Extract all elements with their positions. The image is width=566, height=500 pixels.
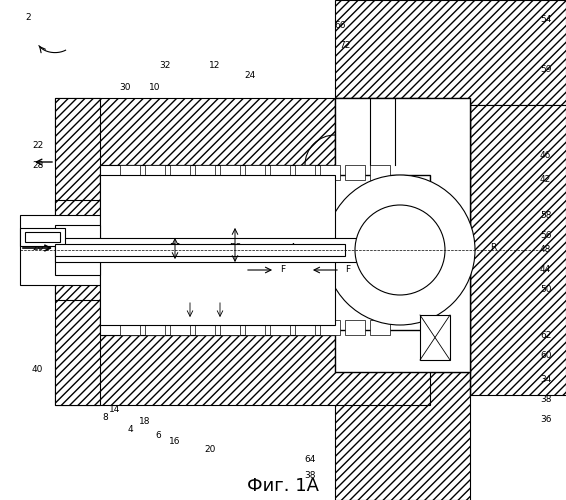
Text: 4: 4 bbox=[127, 426, 133, 434]
Text: 18: 18 bbox=[139, 418, 151, 426]
Text: 12: 12 bbox=[209, 60, 221, 70]
Bar bbox=[195, 320, 215, 335]
Text: 40: 40 bbox=[32, 366, 44, 374]
Bar bbox=[20, 228, 65, 246]
Bar bbox=[25, 232, 60, 242]
Polygon shape bbox=[55, 200, 100, 300]
Bar bbox=[370, 165, 390, 180]
Text: 64: 64 bbox=[305, 456, 316, 464]
Text: 56: 56 bbox=[540, 230, 551, 239]
Bar bbox=[295, 320, 315, 335]
Circle shape bbox=[355, 205, 445, 295]
Bar bbox=[170, 165, 190, 180]
Text: F: F bbox=[280, 266, 285, 274]
Bar bbox=[170, 320, 190, 335]
Text: 59: 59 bbox=[540, 66, 551, 74]
Bar bbox=[145, 320, 165, 335]
Bar bbox=[55, 225, 100, 275]
Bar bbox=[370, 98, 395, 165]
Text: 26: 26 bbox=[32, 244, 44, 252]
Polygon shape bbox=[335, 98, 470, 372]
Text: 62: 62 bbox=[540, 330, 551, 340]
Polygon shape bbox=[55, 335, 430, 405]
Text: 22: 22 bbox=[32, 140, 43, 149]
Text: 36: 36 bbox=[540, 416, 551, 424]
Text: ~ A: ~ A bbox=[280, 244, 297, 252]
Bar bbox=[220, 320, 240, 335]
Text: 2: 2 bbox=[25, 14, 31, 22]
Bar bbox=[345, 165, 365, 180]
Bar bbox=[195, 165, 215, 180]
Text: 28: 28 bbox=[32, 160, 44, 170]
Polygon shape bbox=[335, 98, 470, 165]
Bar bbox=[55, 244, 345, 256]
Text: 38: 38 bbox=[305, 470, 316, 480]
Text: F: F bbox=[345, 266, 350, 274]
Text: 32: 32 bbox=[159, 60, 171, 70]
Text: 8: 8 bbox=[102, 414, 108, 422]
Bar bbox=[270, 320, 290, 335]
Polygon shape bbox=[335, 98, 430, 165]
Bar bbox=[295, 165, 315, 180]
Text: 72: 72 bbox=[339, 40, 351, 50]
Bar bbox=[245, 165, 265, 180]
Text: 44: 44 bbox=[540, 266, 551, 274]
Bar bbox=[270, 165, 290, 180]
Text: D2: D2 bbox=[229, 244, 241, 252]
Bar bbox=[55, 238, 395, 262]
Text: 60: 60 bbox=[540, 350, 551, 360]
Bar bbox=[100, 165, 430, 335]
Polygon shape bbox=[55, 98, 430, 165]
Text: 50: 50 bbox=[540, 286, 551, 294]
Text: Фиг. 1А: Фиг. 1А bbox=[247, 477, 319, 495]
Bar bbox=[20, 215, 100, 285]
Bar bbox=[370, 320, 390, 335]
Text: 16: 16 bbox=[169, 438, 181, 446]
Polygon shape bbox=[335, 0, 566, 138]
Text: 14: 14 bbox=[109, 406, 121, 414]
Text: 6: 6 bbox=[155, 430, 161, 440]
Text: 20: 20 bbox=[204, 446, 216, 454]
Text: 42: 42 bbox=[540, 176, 551, 184]
Text: 48: 48 bbox=[540, 246, 551, 254]
Text: 66: 66 bbox=[335, 20, 346, 30]
Bar bbox=[220, 165, 240, 180]
Text: D1: D1 bbox=[169, 244, 181, 252]
Text: R: R bbox=[490, 244, 496, 252]
Bar bbox=[100, 175, 335, 325]
Circle shape bbox=[325, 175, 475, 325]
Bar bbox=[120, 165, 140, 180]
Text: 46: 46 bbox=[540, 150, 551, 160]
Text: 38: 38 bbox=[540, 396, 551, 404]
Polygon shape bbox=[470, 105, 566, 395]
Text: 24: 24 bbox=[245, 70, 256, 80]
Polygon shape bbox=[55, 98, 100, 405]
Bar bbox=[345, 320, 365, 335]
Bar bbox=[420, 315, 450, 360]
Text: 30: 30 bbox=[119, 84, 131, 92]
Bar bbox=[320, 320, 340, 335]
Bar bbox=[245, 320, 265, 335]
Bar bbox=[320, 165, 340, 180]
Text: 34: 34 bbox=[540, 376, 551, 384]
Text: 54: 54 bbox=[540, 16, 551, 24]
Text: 10: 10 bbox=[149, 84, 161, 92]
Polygon shape bbox=[335, 372, 470, 500]
Bar bbox=[120, 320, 140, 335]
Bar bbox=[145, 165, 165, 180]
Text: 58: 58 bbox=[540, 210, 551, 220]
